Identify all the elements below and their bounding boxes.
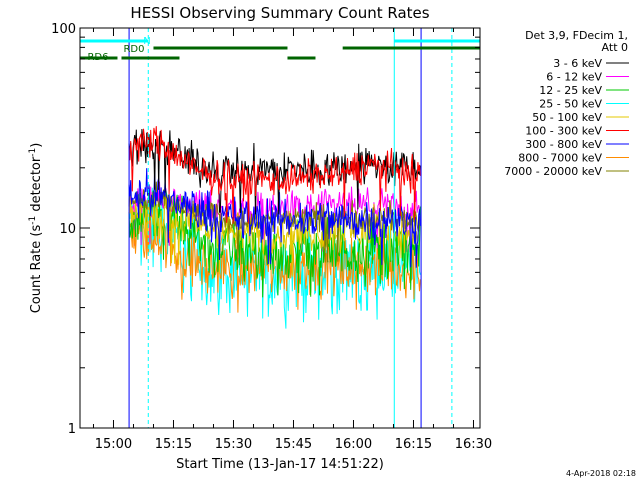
legend-entry-label: 300 - 800 keV [525, 138, 602, 151]
y-axis-label: Count Rate (s-1 detector-1) [28, 143, 44, 314]
legend-entry-label: 800 - 7000 keV [518, 152, 602, 165]
legend-entry-label: 12 - 25 keV [539, 84, 602, 97]
y-tick-label: 1 [68, 422, 76, 437]
flag-label-rd6: RD6 [87, 52, 108, 63]
series-layer [128, 126, 421, 329]
x-axis-label: Start Time (13-Jan-17 14:51:22) [176, 457, 384, 472]
legend-header-line-2: Att 0 [602, 41, 628, 54]
legend-header-line-1: Det 3,9, FDecim 1, [525, 29, 628, 42]
legend-entry-label: 25 - 50 keV [539, 98, 602, 111]
footer-date: 4-Apr-2018 02:18 [566, 469, 636, 478]
x-tick-label: 16:30 [455, 437, 492, 452]
series-line [128, 126, 421, 224]
x-axis: 15:00 15:15 15:30 15:45 16:00 16:15 16:30 [92, 28, 492, 452]
legend-entry-label: 3 - 6 keV [553, 57, 602, 70]
legend-entry-label: 7000 - 20000 keV [504, 165, 602, 178]
series-line [128, 208, 421, 313]
y-tick-label: 100 [51, 22, 76, 37]
flag-label-n: N [143, 36, 150, 47]
series-line [128, 128, 421, 215]
y-axis: 1 10 100 [51, 22, 480, 437]
x-tick-label: 15:30 [215, 437, 252, 452]
legend-entry-label: 6 - 12 keV [546, 71, 602, 84]
x-tick-label: 15:00 [95, 437, 132, 452]
legend-entry-label: 50 - 100 keV [532, 111, 602, 124]
x-tick-label: 16:15 [395, 437, 432, 452]
x-tick-label: 15:15 [155, 437, 192, 452]
legend-entry-label: 100 - 300 keV [525, 125, 602, 138]
x-tick-label: 16:00 [335, 437, 372, 452]
flag-label-rd0: RD0 [123, 44, 144, 55]
series-line [128, 168, 421, 268]
y-tick-label: 10 [59, 222, 76, 237]
chart-title: HESSI Observing Summary Count Rates [130, 4, 429, 22]
x-tick-label: 15:45 [275, 437, 312, 452]
